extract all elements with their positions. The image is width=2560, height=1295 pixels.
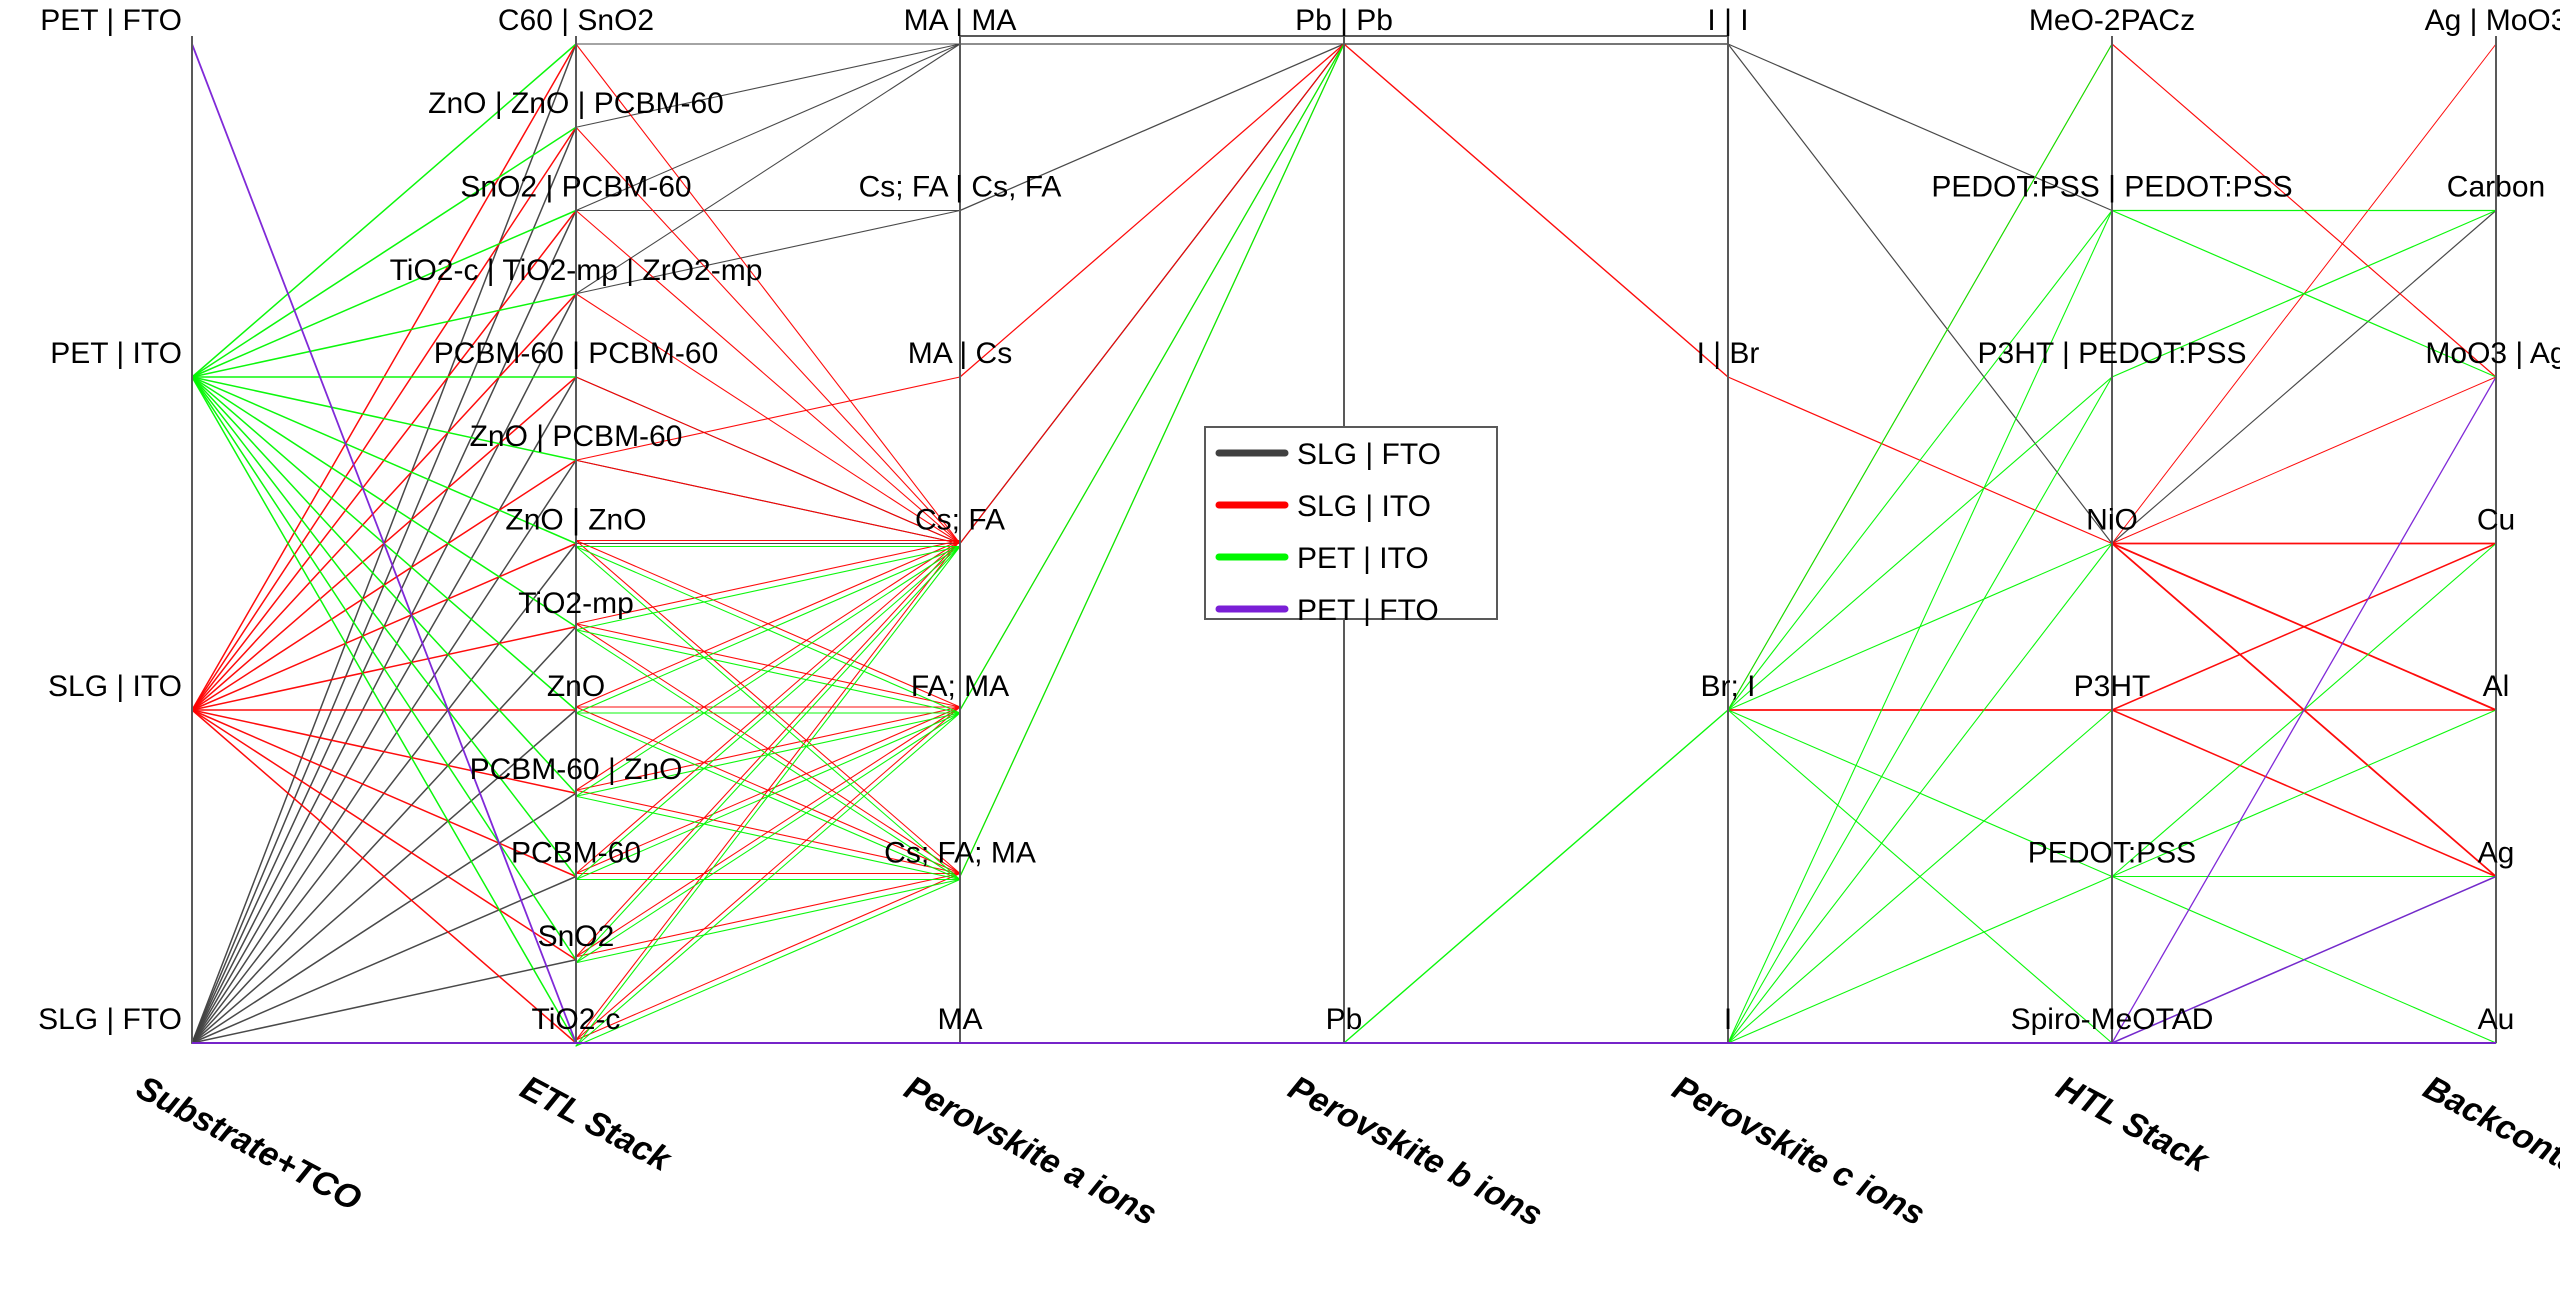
svg-text:I: I <box>1724 1003 1732 1036</box>
svg-text:P3HT | PEDOT:PSS: P3HT | PEDOT:PSS <box>1978 337 2247 370</box>
svg-text:TiO2-mp: TiO2-mp <box>518 587 634 620</box>
svg-text:MA | Cs: MA | Cs <box>908 337 1012 370</box>
svg-text:Ag: Ag <box>2478 837 2515 870</box>
svg-text:Au: Au <box>2478 1003 2515 1036</box>
svg-text:Al: Al <box>2483 670 2510 703</box>
svg-text:PET | FTO: PET | FTO <box>1297 594 1439 627</box>
svg-text:SLG | ITO: SLG | ITO <box>1297 490 1431 523</box>
svg-text:SLG | FTO: SLG | FTO <box>38 1003 182 1036</box>
svg-text:SnO2: SnO2 <box>538 920 615 953</box>
svg-text:PCBM-60 | PCBM-60: PCBM-60 | PCBM-60 <box>434 337 719 370</box>
svg-text:ZnO | PCBM-60: ZnO | PCBM-60 <box>470 420 683 453</box>
svg-text:FA; MA: FA; MA <box>911 670 1009 703</box>
svg-text:MoO3 | Ag: MoO3 | Ag <box>2425 337 2560 370</box>
svg-text:MA: MA <box>938 1003 983 1036</box>
svg-text:I | I: I | I <box>1707 4 1748 37</box>
svg-text:PEDOT:PSS: PEDOT:PSS <box>2028 837 2196 870</box>
svg-text:Cs; FA | Cs, FA: Cs; FA | Cs, FA <box>859 171 1062 204</box>
svg-text:PET | FTO: PET | FTO <box>40 4 182 37</box>
svg-text:ZnO: ZnO <box>547 670 605 703</box>
svg-text:MA | MA: MA | MA <box>904 4 1017 37</box>
svg-text:ZnO | ZnO | PCBM-60: ZnO | ZnO | PCBM-60 <box>428 87 724 120</box>
svg-text:Pb | Pb: Pb | Pb <box>1295 4 1393 37</box>
svg-text:ZnO | ZnO: ZnO | ZnO <box>505 504 646 537</box>
svg-text:SnO2 | PCBM-60: SnO2 | PCBM-60 <box>460 171 691 204</box>
svg-text:TiO2-c: TiO2-c <box>532 1003 621 1036</box>
svg-text:Pb: Pb <box>1326 1003 1363 1036</box>
svg-text:SLG | FTO: SLG | FTO <box>1297 438 1441 471</box>
svg-text:PCBM-60 | ZnO: PCBM-60 | ZnO <box>470 753 683 786</box>
svg-text:Spiro-MeOTAD: Spiro-MeOTAD <box>2011 1003 2214 1036</box>
svg-text:PEDOT:PSS | PEDOT:PSS: PEDOT:PSS | PEDOT:PSS <box>1931 171 2292 204</box>
svg-text:Cs; FA; MA: Cs; FA; MA <box>884 837 1036 870</box>
svg-text:Carbon: Carbon <box>2447 171 2545 204</box>
svg-text:I | Br: I | Br <box>1697 337 1760 370</box>
svg-text:Ag | MoO3: Ag | MoO3 <box>2425 4 2560 37</box>
svg-text:TiO2-c | TiO2-mp | ZrO2-mp: TiO2-c | TiO2-mp | ZrO2-mp <box>390 254 763 287</box>
svg-text:Cu: Cu <box>2477 504 2515 537</box>
svg-text:PET | ITO: PET | ITO <box>50 337 182 370</box>
svg-text:C60 | SnO2: C60 | SnO2 <box>498 4 654 37</box>
svg-text:Br; I: Br; I <box>1700 670 1755 703</box>
svg-text:PET | ITO: PET | ITO <box>1297 542 1429 575</box>
svg-text:Cs; FA: Cs; FA <box>915 504 1005 537</box>
svg-text:MeO-2PACz: MeO-2PACz <box>2029 4 2195 37</box>
svg-text:P3HT: P3HT <box>2074 670 2151 703</box>
svg-text:SLG | ITO: SLG | ITO <box>48 670 182 703</box>
svg-text:NiO: NiO <box>2086 504 2138 537</box>
svg-text:PCBM-60: PCBM-60 <box>511 837 641 870</box>
